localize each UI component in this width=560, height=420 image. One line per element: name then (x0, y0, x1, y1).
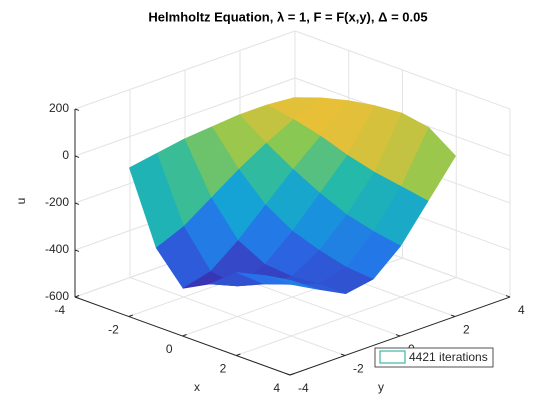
y-tick-label: -4 (298, 381, 309, 395)
x-tick-label: 2 (220, 362, 227, 376)
z-tick (74, 108, 80, 111)
y-tick-label: 4 (518, 303, 525, 317)
x-tick (236, 353, 241, 356)
x-tick-label: -4 (54, 303, 65, 317)
grid-line (129, 277, 346, 356)
y-tick (285, 373, 291, 376)
chart-title: Helmholtz Equation, λ = 1, F = F(x,y), Δ… (148, 9, 427, 24)
x-tick-label: -2 (108, 323, 119, 337)
y-tick-label: -2 (353, 362, 364, 376)
grid-line (294, 30, 511, 110)
z-tick (74, 296, 80, 299)
y-tick-label: 2 (463, 323, 470, 337)
legend: 4421 iterations (374, 347, 494, 368)
z-axis-label: u (14, 198, 28, 205)
grid-line (74, 30, 296, 110)
x-axis-label: x (194, 380, 200, 394)
x-tick (182, 334, 187, 337)
z-tick-label: -200 (45, 195, 69, 209)
surface-patch (263, 274, 319, 290)
z-tick (74, 155, 80, 158)
y-tick (395, 334, 401, 337)
surface (129, 97, 456, 294)
legend-swatch (379, 350, 406, 364)
z-tick (74, 202, 80, 205)
x-tick-label: 4 (273, 381, 280, 395)
z-tick (74, 249, 80, 252)
y-tick (340, 353, 346, 356)
y-tick (505, 295, 511, 298)
z-tick-label: 0 (62, 148, 69, 162)
y-axis-label: y (378, 380, 384, 394)
z-tick-label: 200 (49, 101, 69, 115)
z-tick-label: -400 (45, 242, 69, 256)
y-tick (450, 314, 456, 317)
legend-label: 4421 iterations (409, 350, 488, 364)
grid-line (74, 77, 296, 157)
x-tick (289, 373, 295, 376)
x-tick (128, 314, 134, 317)
z-tick-label: -600 (45, 289, 69, 303)
x-tick-label: 0 (166, 342, 173, 356)
